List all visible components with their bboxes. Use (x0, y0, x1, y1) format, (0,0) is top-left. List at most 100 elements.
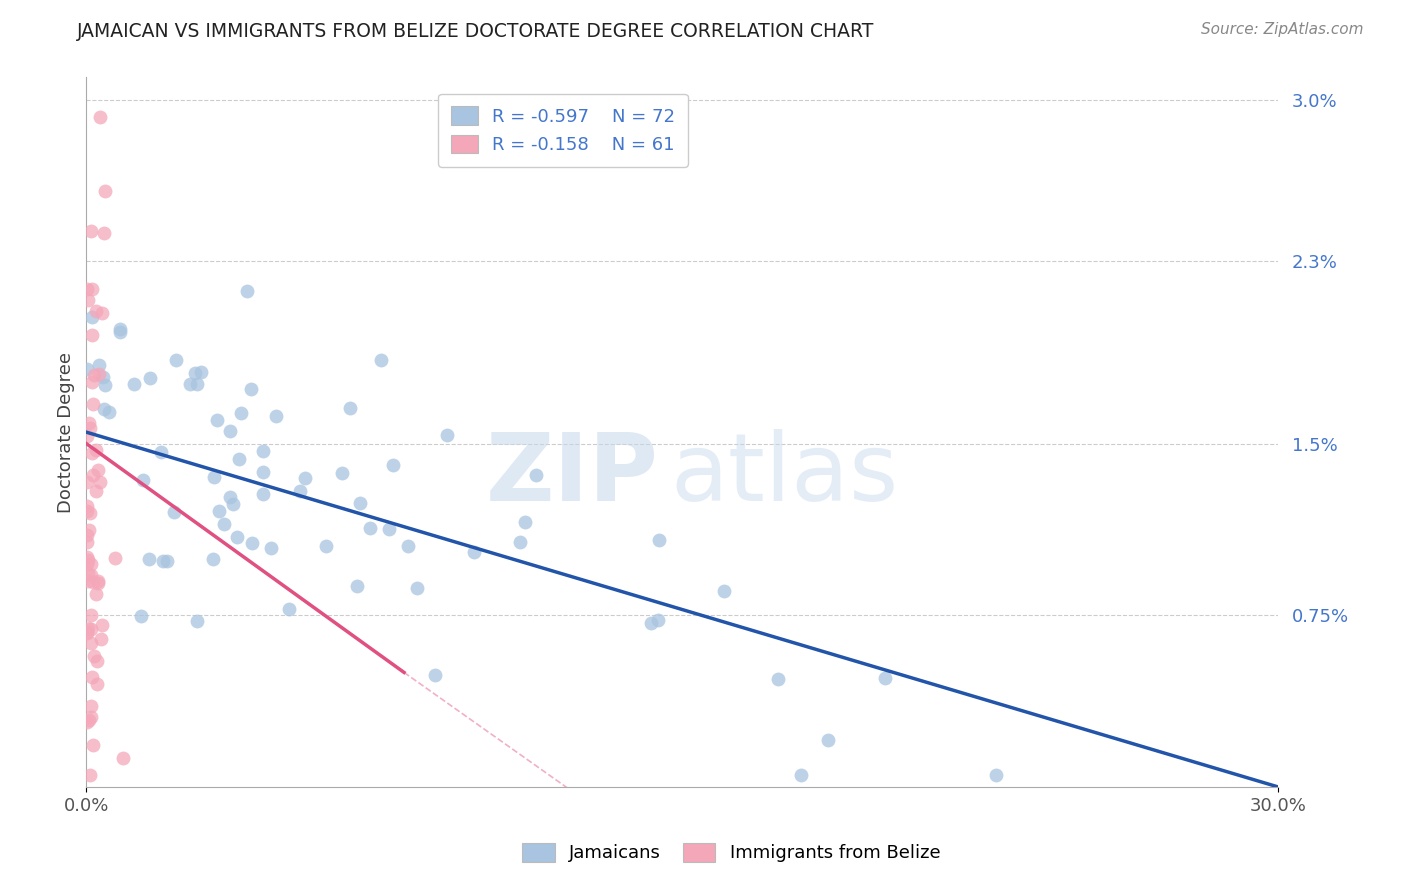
Point (76, 549, 98, 564)
Point (86, 654, 108, 668)
Point (423, 667, 446, 681)
Point (76, 566, 98, 581)
Point (76, 535, 98, 549)
Point (290, 484, 312, 499)
Point (129, 609, 152, 624)
Text: ZIP: ZIP (485, 429, 658, 521)
Point (509, 534, 531, 549)
Point (77, 523, 100, 537)
Point (94, 378, 117, 392)
Point (186, 377, 208, 392)
Legend: Jamaicans, Immigrants from Belize: Jamaicans, Immigrants from Belize (515, 836, 948, 870)
Text: Source: ZipAtlas.com: Source: ZipAtlas.com (1201, 22, 1364, 37)
Point (359, 521, 381, 535)
Point (346, 579, 368, 593)
Point (190, 365, 212, 379)
Legend: R = -0.597    N = 72, R = -0.158    N = 61: R = -0.597 N = 72, R = -0.158 N = 61 (439, 94, 688, 167)
Point (76, 625, 98, 640)
Point (77, 293, 100, 307)
Point (381, 458, 404, 472)
Point (406, 581, 429, 595)
Point (252, 444, 274, 458)
Point (259, 541, 281, 556)
Point (86, 484, 108, 499)
Point (90, 618, 112, 632)
Point (277, 601, 299, 615)
Point (89, 359, 111, 373)
Point (89, 110, 111, 124)
Point (104, 550, 127, 565)
Point (240, 536, 263, 550)
Point (76, 626, 98, 640)
Point (648, 533, 671, 547)
Point (817, 733, 839, 747)
Point (179, 377, 201, 392)
Point (339, 401, 361, 415)
Point (202, 470, 225, 484)
Point (111, 751, 134, 765)
Point (218, 425, 240, 439)
Point (436, 428, 458, 442)
Point (240, 382, 263, 396)
Point (76, 528, 98, 542)
Point (713, 584, 735, 599)
Text: JAMAICAN VS IMMIGRANTS FROM BELIZE DOCTORATE DEGREE CORRELATION CHART: JAMAICAN VS IMMIGRANTS FROM BELIZE DOCTO… (77, 22, 875, 41)
Point (80, 375, 103, 389)
Point (349, 496, 371, 510)
Point (766, 672, 789, 686)
Point (76, 475, 98, 489)
Point (76, 429, 98, 443)
Point (524, 467, 547, 482)
Point (110, 325, 132, 339)
Point (79, 557, 101, 571)
Point (77, 553, 100, 567)
Point (79, 768, 101, 782)
Point (80, 709, 103, 723)
Point (84, 587, 107, 601)
Point (93, 227, 115, 241)
Point (83, 648, 105, 663)
Point (264, 409, 287, 423)
Point (219, 490, 242, 504)
Point (370, 353, 392, 368)
Point (790, 768, 813, 782)
Point (236, 284, 259, 298)
Point (122, 376, 145, 391)
Point (83, 368, 105, 382)
Point (77, 574, 100, 588)
Point (90, 306, 112, 320)
Point (82, 282, 104, 296)
Point (79, 713, 101, 727)
Point (108, 322, 131, 336)
Point (84, 443, 107, 458)
Point (132, 473, 155, 487)
Point (91, 370, 114, 384)
Point (80, 224, 103, 238)
Point (82, 397, 104, 411)
Point (82, 446, 104, 460)
Point (228, 452, 250, 467)
Point (184, 366, 207, 380)
Point (80, 327, 103, 342)
Point (76, 282, 98, 296)
Point (315, 539, 337, 553)
Point (87, 575, 110, 590)
Point (139, 371, 162, 385)
Point (82, 310, 104, 324)
Point (76, 714, 98, 729)
Point (515, 515, 537, 529)
Point (156, 554, 179, 568)
Point (87, 463, 110, 477)
Point (76, 621, 98, 635)
Point (378, 522, 401, 536)
Point (640, 615, 662, 630)
Point (86, 677, 108, 691)
Point (294, 471, 316, 485)
Point (82, 468, 104, 483)
Point (252, 465, 274, 479)
Point (138, 552, 160, 566)
Point (330, 467, 353, 481)
Point (149, 444, 172, 458)
Point (463, 545, 485, 559)
Text: atlas: atlas (671, 429, 898, 521)
